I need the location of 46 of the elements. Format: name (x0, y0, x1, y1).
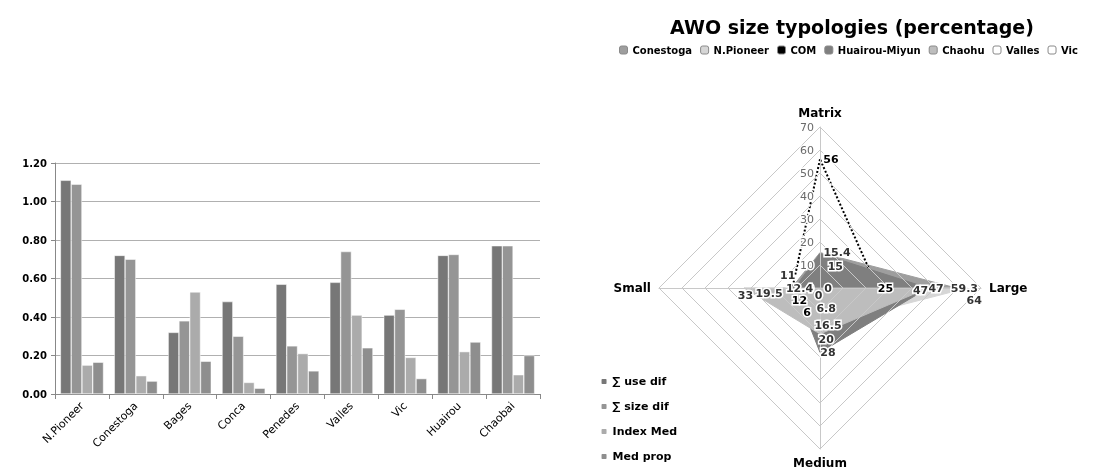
y-tick-label: 0.20 (22, 350, 48, 361)
legend-label: Med prop (612, 450, 672, 463)
data-label: 56 (823, 152, 839, 166)
chart-title: AWO size typologies (percentage) (670, 15, 1034, 38)
legend-label: Valles (1006, 44, 1040, 56)
y-tick-label: 0.60 (22, 273, 48, 284)
y-tick-label: 60 (800, 143, 814, 157)
data-label: 6 (803, 306, 812, 320)
data-label: 28 (820, 345, 836, 359)
y-tick-label: 50 (800, 166, 814, 180)
data-label: 12 (791, 293, 808, 307)
data-label: 59.3 (950, 281, 978, 295)
data-label: 33 (737, 289, 754, 303)
legend-label: Chaohu (942, 44, 985, 56)
y-tick-label: 0.80 (22, 234, 48, 246)
y-tick-label: 40 (800, 189, 814, 203)
data-label: 19.5 (755, 286, 783, 300)
y-tick-label: 30 (800, 212, 814, 226)
y-tick-label: 70 (800, 120, 814, 134)
spoke-label: Small (613, 281, 651, 295)
y-tick-label: 1.00 (22, 196, 48, 207)
legend-label: Conestoga (632, 44, 693, 56)
legend-label: Huairou-Miyun (837, 44, 921, 56)
data-label: 11 (780, 269, 796, 283)
legend-label: COM (790, 44, 817, 56)
x-tick-label: Vic (389, 399, 410, 421)
data-label: 15.4 (823, 246, 851, 260)
data-label: 0 (814, 289, 823, 303)
legend-label: Vic (1061, 44, 1079, 56)
data-label: 16.5 (814, 319, 842, 333)
spoke-label: Medium (793, 456, 847, 470)
legend-label: Index Med (612, 425, 677, 438)
legend-label: ∑ use dif (612, 375, 667, 388)
spoke-label: Large (989, 281, 1028, 295)
y-tick-label: 20 (800, 235, 814, 249)
data-label: 25 (877, 281, 894, 295)
data-label: 15 (827, 259, 843, 273)
legend-label: ∑ size dif (612, 400, 669, 413)
data-label: 6.8 (816, 302, 836, 316)
data-label: 47 (928, 281, 944, 295)
y-tick-label: 0.00 (22, 388, 48, 400)
spoke-label: Matrix (798, 106, 843, 120)
data-label: 64 (966, 293, 983, 307)
y-tick-label: 1.20 (22, 157, 48, 169)
legend-label: N.Pioneer (713, 44, 770, 56)
y-tick-label: 0.40 (22, 311, 48, 323)
